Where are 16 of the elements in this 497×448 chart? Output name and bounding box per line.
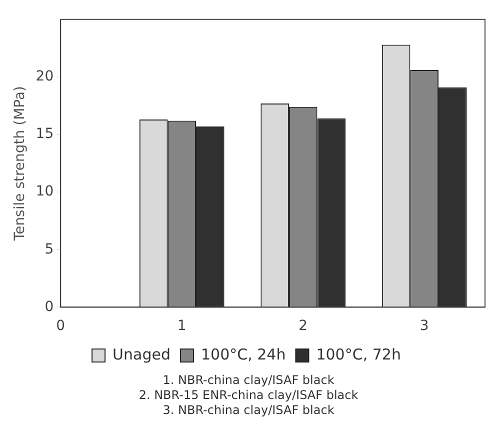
legend-label: 100°C, 24h xyxy=(200,345,286,364)
legend-label: Unaged xyxy=(112,345,170,364)
x-tick-label: 0 xyxy=(56,318,66,334)
y-axis-title: Tensile strength (MPa) xyxy=(12,86,28,242)
text: 1. NBR-china clay/ISAF black xyxy=(162,373,336,388)
y-tick-label: 15 xyxy=(36,126,54,142)
x-tick-label: 2 xyxy=(298,318,308,334)
x-tick-label: 1 xyxy=(177,318,186,334)
text: 3. NBR-china clay/ISAF black xyxy=(162,403,336,418)
y-tick-label: 10 xyxy=(36,184,54,200)
y-tick-label: 20 xyxy=(36,68,54,85)
y-tick-label: 0 xyxy=(44,298,54,315)
y-tick-label: 5 xyxy=(44,241,54,258)
legend-label: 100°C, 72h xyxy=(316,345,401,364)
x-tick-label: 3 xyxy=(420,318,429,334)
text: 2. NBR-15 ENR-china clay/ISAF black xyxy=(138,388,360,403)
